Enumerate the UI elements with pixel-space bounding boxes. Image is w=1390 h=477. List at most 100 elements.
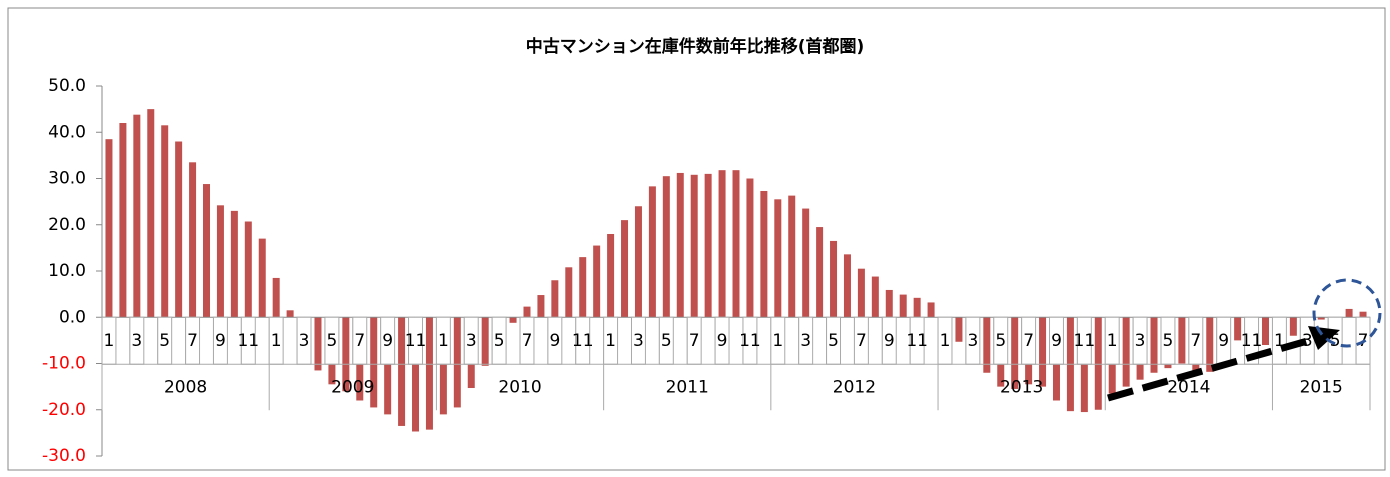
year-label: 2013 bbox=[1000, 377, 1043, 397]
bar bbox=[551, 280, 559, 318]
x-tick-label: 11 bbox=[739, 331, 761, 351]
x-tick-label: 9 bbox=[884, 331, 895, 351]
bar bbox=[161, 125, 169, 318]
x-tick-label: 3 bbox=[299, 331, 310, 351]
y-tick-label: -30.0 bbox=[42, 446, 86, 466]
bar bbox=[690, 174, 698, 318]
bar bbox=[607, 234, 615, 318]
bar bbox=[523, 306, 531, 318]
bar bbox=[1234, 317, 1242, 341]
bar bbox=[342, 317, 350, 392]
bar bbox=[843, 254, 851, 318]
bar bbox=[1150, 317, 1158, 373]
x-tick-label: 11 bbox=[1074, 331, 1096, 351]
bar bbox=[718, 170, 726, 318]
year-label: 2008 bbox=[164, 377, 207, 397]
bar bbox=[370, 317, 378, 408]
trend-arrow bbox=[1107, 334, 1319, 402]
bar bbox=[105, 139, 113, 318]
bar bbox=[272, 277, 280, 318]
arrow-head bbox=[1308, 326, 1340, 350]
bar bbox=[189, 162, 197, 318]
bar bbox=[398, 317, 406, 426]
x-tick-label: 1 bbox=[271, 331, 282, 351]
x-tick-label: 3 bbox=[466, 331, 477, 351]
bar bbox=[788, 195, 796, 318]
x-tick-label: 7 bbox=[187, 331, 198, 351]
bar bbox=[412, 317, 420, 432]
bar bbox=[509, 317, 517, 323]
x-tick-label: 7 bbox=[689, 331, 700, 351]
bar bbox=[579, 257, 587, 318]
x-tick-label: 11 bbox=[906, 331, 928, 351]
bar bbox=[1261, 317, 1269, 345]
x-tick-label: 9 bbox=[215, 331, 226, 351]
bar bbox=[732, 170, 740, 318]
bar bbox=[830, 240, 838, 318]
y-tick-label: 30.0 bbox=[48, 169, 86, 189]
x-tick-label: 5 bbox=[159, 331, 170, 351]
x-tick-label: 11 bbox=[572, 331, 594, 351]
chart-title: 中古マンション在庫件数前年比推移(首都圏) bbox=[526, 36, 865, 57]
bar bbox=[439, 317, 447, 415]
bar bbox=[760, 190, 768, 318]
x-tick-label: 9 bbox=[717, 331, 728, 351]
x-tick-label: 1 bbox=[940, 331, 951, 351]
bar bbox=[314, 317, 322, 371]
y-tick-label: 10.0 bbox=[48, 261, 86, 281]
x-tick-label: 11 bbox=[237, 331, 259, 351]
year-label: 2010 bbox=[498, 377, 541, 397]
bar bbox=[634, 206, 642, 318]
bar bbox=[913, 297, 921, 318]
x-tick-label: 1 bbox=[104, 331, 115, 351]
x-tick-label: 7 bbox=[1190, 331, 1201, 351]
x-tick-label: 7 bbox=[522, 331, 533, 351]
x-tick-label: 1 bbox=[1274, 331, 1285, 351]
x-tick-label: 9 bbox=[549, 331, 560, 351]
bar bbox=[955, 317, 963, 342]
bar bbox=[676, 172, 684, 318]
x-tick-label: 3 bbox=[967, 331, 978, 351]
x-tick-label: 7 bbox=[1023, 331, 1034, 351]
bar bbox=[230, 210, 238, 318]
bar bbox=[481, 317, 489, 366]
bar bbox=[1094, 317, 1102, 410]
y-tick-label: 40.0 bbox=[48, 122, 86, 142]
bar bbox=[565, 267, 573, 318]
x-tick-label: 7 bbox=[856, 331, 867, 351]
year-label: 2012 bbox=[833, 377, 876, 397]
bar bbox=[802, 208, 810, 318]
bar bbox=[648, 186, 656, 318]
x-tick-label: 1 bbox=[1107, 331, 1118, 351]
bar bbox=[175, 141, 183, 318]
bar bbox=[1178, 317, 1186, 364]
plot: -30.0-20.0-10.00.010.020.030.040.050.01 3… bbox=[42, 76, 1371, 466]
bar bbox=[1317, 317, 1325, 320]
bar bbox=[537, 295, 545, 318]
bar bbox=[147, 109, 155, 318]
bar bbox=[1011, 317, 1019, 389]
bar bbox=[885, 289, 893, 318]
highlight-circle bbox=[1312, 278, 1382, 348]
bar bbox=[1359, 311, 1367, 318]
x-tick-label: 9 bbox=[1051, 331, 1062, 351]
x-tick-label: 7 bbox=[354, 331, 365, 351]
bar bbox=[662, 176, 670, 318]
y-tick-label: -10.0 bbox=[42, 354, 86, 374]
x-tick-label: 5 bbox=[661, 331, 672, 351]
x-tick-label: 3 bbox=[1302, 331, 1313, 351]
x-tick-label: 1 bbox=[438, 331, 449, 351]
x-tick-label: 5 bbox=[1330, 331, 1341, 351]
x-tick-label: 11 bbox=[405, 331, 427, 351]
x-tick-label: 5 bbox=[1163, 331, 1174, 351]
x-tick-label: 3 bbox=[633, 331, 644, 351]
bar bbox=[593, 245, 601, 318]
year-label: 2015 bbox=[1300, 377, 1343, 397]
y-tick-label: 50.0 bbox=[48, 76, 86, 96]
bar bbox=[244, 221, 252, 318]
bar bbox=[816, 227, 824, 318]
y-tick-label: 20.0 bbox=[48, 215, 86, 235]
bar bbox=[119, 123, 127, 318]
bar bbox=[899, 294, 907, 318]
